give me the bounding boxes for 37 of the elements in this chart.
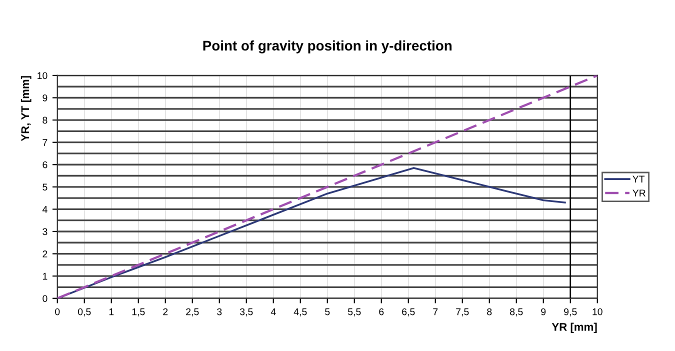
- x-tick-label: 0: [55, 308, 60, 316]
- x-tick-label: 8,5: [510, 308, 523, 316]
- x-tick-label: 8: [487, 308, 492, 316]
- y-tick-label: 8: [42, 116, 48, 124]
- x-tick-label: 5,5: [348, 308, 361, 316]
- y-tick-label: 5: [42, 184, 48, 191]
- x-tick-label: 3,5: [240, 308, 253, 316]
- y-tick-label: 4: [42, 206, 48, 213]
- x-tick-label: 2,5: [186, 308, 199, 316]
- x-tick-label: 2: [163, 308, 168, 316]
- y-tick-label: 0: [42, 295, 48, 302]
- legend-label: YT: [632, 176, 645, 182]
- x-tick-label: 9,5: [564, 308, 577, 316]
- x-tick-label: 1,5: [132, 308, 145, 316]
- x-tick-label: 10: [592, 308, 602, 316]
- x-tick-label: 5: [325, 308, 330, 316]
- x-tick-label: 4,5: [294, 308, 307, 316]
- y-tick-label: 2: [42, 250, 48, 258]
- y-tick-label: 1: [42, 272, 48, 280]
- x-tick-label: 1: [109, 308, 114, 316]
- y-tick-label: 7: [42, 139, 48, 146]
- x-tick-label: 6,5: [402, 308, 415, 316]
- y-tick-label: 3: [42, 228, 48, 236]
- x-tick-label: 4: [270, 308, 276, 316]
- y-tick-label: 6: [42, 161, 48, 168]
- y-tick-label: 9: [42, 94, 48, 102]
- x-tick-label: 7: [433, 308, 438, 316]
- x-tick-label: 6: [379, 308, 384, 316]
- x-axis-title: YR [mm]: [552, 322, 597, 334]
- x-tick-label: 0,5: [78, 308, 91, 316]
- x-tick-label: 7,5: [456, 308, 469, 316]
- x-tick-label: 9: [541, 308, 546, 316]
- x-tick-label: 3: [217, 308, 222, 316]
- y-axis-title: YR, YT [mm]: [20, 76, 32, 142]
- y-tick-label: 10: [38, 72, 48, 80]
- legend-label: YR: [632, 190, 646, 196]
- chart-title: Point of gravity position in y-direction: [203, 40, 452, 54]
